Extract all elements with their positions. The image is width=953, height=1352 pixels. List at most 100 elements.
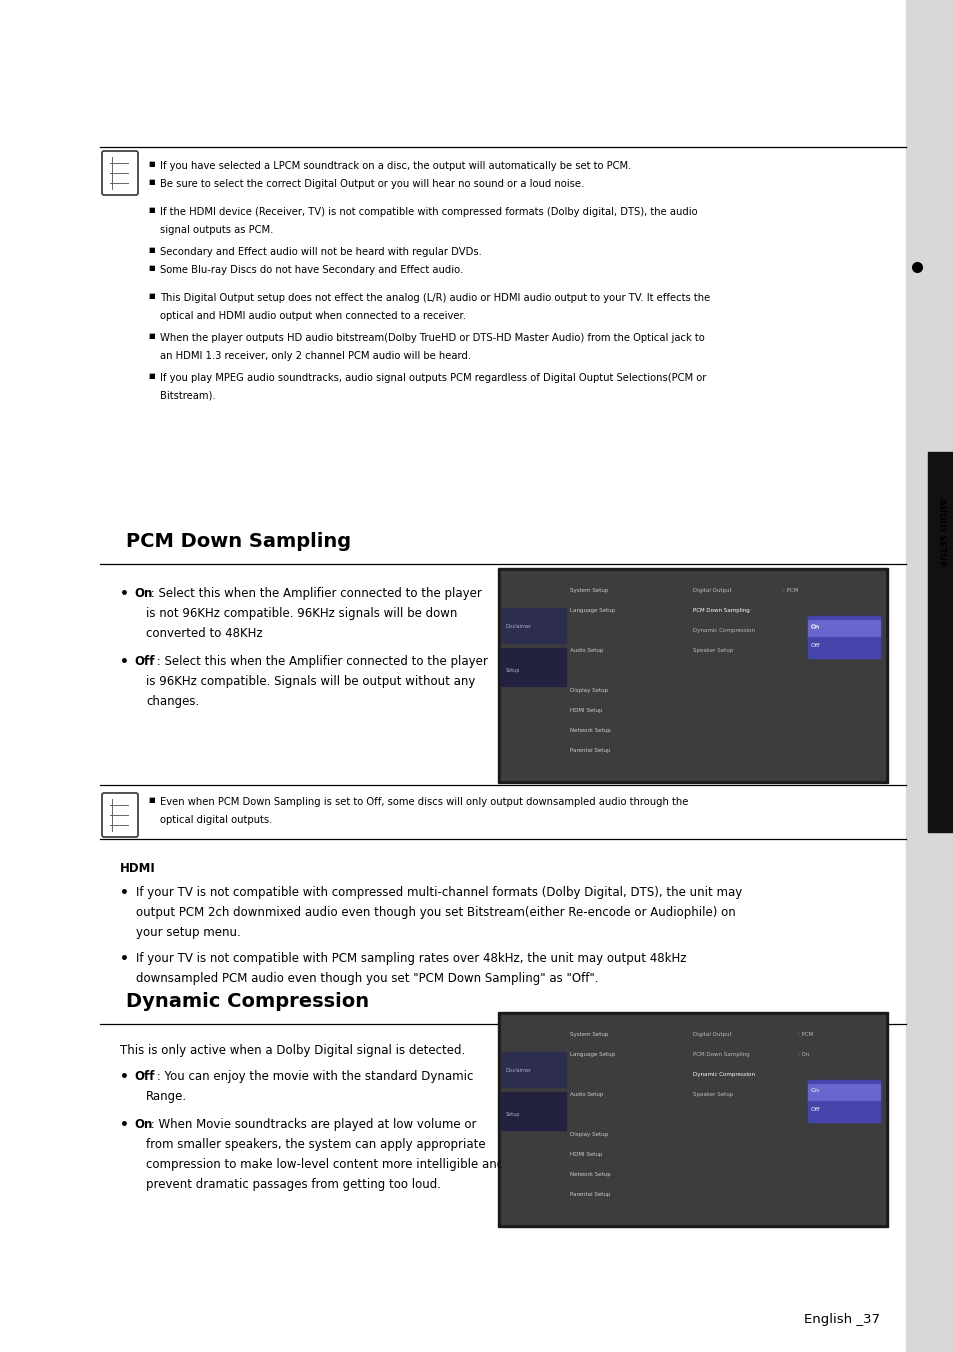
Text: Off: Off [810,1107,820,1111]
Text: Digital Output: Digital Output [692,588,731,594]
Bar [905,0,953,1352]
Text: Bitstream).: Bitstream). [160,391,215,402]
Text: is 96KHz compatible. Signals will be output without any: is 96KHz compatible. Signals will be out… [146,675,475,688]
Text: Be sure to select the correct Digital Output or you will hear no sound or a loud: Be sure to select the correct Digital Ou… [160,178,583,189]
Bar [807,1080,879,1122]
Text: If you play MPEG audio soundtracks, audio signal outputs PCM regardless of Digit: If you play MPEG audio soundtracks, audi… [160,373,705,383]
Text: : PCM: : PCM [782,588,798,594]
Text: your setup menu.: your setup menu. [136,926,240,940]
Text: Display Setup: Display Setup [569,1132,607,1137]
Bar [500,1092,565,1130]
Text: PCM Down Sampling: PCM Down Sampling [126,531,351,552]
Text: Off: Off [133,1069,154,1083]
Bar [500,648,565,685]
Text: This is only active when a Dolby Digital signal is detected.: This is only active when a Dolby Digital… [120,1044,465,1057]
Text: Speaker Setup: Speaker Setup [692,648,733,653]
Bar [500,608,565,644]
Text: ■: ■ [148,207,154,214]
Text: Off: Off [810,644,820,648]
Text: ■: ■ [148,293,154,299]
Text: Language Setup: Language Setup [569,608,615,612]
Text: If you have selected a LPCM soundtrack on a disc, the output will automatically : If you have selected a LPCM soundtrack o… [160,161,631,170]
Text: optical digital outputs.: optical digital outputs. [160,815,273,825]
Text: Network Setup: Network Setup [569,1172,610,1178]
Text: Digital Output: Digital Output [692,1032,731,1037]
Text: converted to 48KHz: converted to 48KHz [146,627,262,639]
Text: Parental Setup: Parental Setup [569,748,610,753]
Text: •: • [120,1069,129,1084]
Text: PCM Down Sampling: PCM Down Sampling [692,1052,749,1057]
Text: •: • [120,886,129,900]
Bar [500,1052,565,1087]
Text: Some Blu-ray Discs do not have Secondary and Effect audio.: Some Blu-ray Discs do not have Secondary… [160,265,463,274]
Text: HDMI: HDMI [120,863,155,875]
Text: AUDIO SETUP: AUDIO SETUP [937,498,945,566]
Bar [497,568,887,783]
FancyBboxPatch shape [102,151,138,195]
Text: changes.: changes. [146,695,199,708]
Text: If your TV is not compatible with compressed multi-channel formats (Dolby Digita: If your TV is not compatible with compre… [136,886,741,899]
Bar [807,621,879,635]
Text: Range.: Range. [146,1090,187,1103]
Text: Setup: Setup [505,668,519,673]
Text: Dynamic Compression: Dynamic Compression [126,992,369,1011]
Text: •: • [120,1118,129,1132]
Text: If the HDMI device (Receiver, TV) is not compatible with compressed formats (Dol: If the HDMI device (Receiver, TV) is not… [160,207,697,218]
Text: •: • [120,952,129,965]
Text: Network Setup: Network Setup [569,727,610,733]
Text: •: • [120,587,129,602]
Text: ■: ■ [148,178,154,185]
Text: Secondary and Effect audio will not be heard with regular DVDs.: Secondary and Effect audio will not be h… [160,247,481,257]
Text: : On: : On [797,1052,808,1057]
Bar [807,617,879,658]
Text: from smaller speakers, the system can apply appropriate: from smaller speakers, the system can ap… [146,1138,485,1151]
Text: System Setup: System Setup [569,588,608,594]
Text: Dynamic Compression: Dynamic Compression [692,627,754,633]
Text: : PCM: : PCM [797,1032,812,1037]
Bar [500,571,884,780]
Bar [927,452,953,831]
Text: When the player outputs HD audio bitstream(Dolby TrueHD or DTS-HD Master Audio) : When the player outputs HD audio bitstre… [160,333,704,343]
Text: an HDMI 1.3 receiver, only 2 channel PCM audio will be heard.: an HDMI 1.3 receiver, only 2 channel PCM… [160,352,471,361]
Text: output PCM 2ch downmixed audio even though you set Bitstream(either Re-encode or: output PCM 2ch downmixed audio even thou… [136,906,735,919]
Text: On: On [810,625,820,629]
Text: This Digital Output setup does not effect the analog (L/R) audio or HDMI audio o: This Digital Output setup does not effec… [160,293,709,303]
Text: downsampled PCM audio even though you set "PCM Down Sampling" as "Off".: downsampled PCM audio even though you se… [136,972,598,986]
Text: ■: ■ [148,373,154,379]
Bar [497,1013,887,1228]
Text: On: On [133,587,152,600]
Text: Disclaimer: Disclaimer [505,1068,532,1073]
Text: ■: ■ [148,247,154,253]
Text: PCM Down Sampling: PCM Down Sampling [692,608,749,612]
Text: Off: Off [133,654,154,668]
Text: Audio Setup: Audio Setup [569,1092,602,1096]
Text: compression to make low-level content more intelligible and: compression to make low-level content mo… [146,1159,504,1171]
Text: Display Setup: Display Setup [569,688,607,694]
Text: Language Setup: Language Setup [569,1052,615,1057]
Text: signal outputs as PCM.: signal outputs as PCM. [160,224,274,235]
Text: : When Movie soundtracks are played at low volume or: : When Movie soundtracks are played at l… [147,1118,476,1132]
Text: ■: ■ [148,161,154,168]
Text: Speaker Setup: Speaker Setup [692,1092,733,1096]
Text: On: On [810,1088,820,1092]
Text: : Select this when the Amplifier connected to the player: : Select this when the Amplifier connect… [147,587,481,600]
Text: System Setup: System Setup [569,1032,608,1037]
Text: If your TV is not compatible with PCM sampling rates over 48kHz, the unit may ou: If your TV is not compatible with PCM sa… [136,952,686,965]
FancyBboxPatch shape [102,794,138,837]
Text: Parental Setup: Parental Setup [569,1192,610,1197]
Text: HDMI Setup: HDMI Setup [569,708,601,713]
Text: Audio Setup: Audio Setup [569,648,602,653]
Text: ■: ■ [148,333,154,339]
Text: Even when PCM Down Sampling is set to Off, some discs will only output downsampl: Even when PCM Down Sampling is set to Of… [160,796,688,807]
Bar [500,1015,884,1224]
Text: On: On [133,1118,152,1132]
Text: Setup: Setup [505,1111,519,1117]
Text: ■: ■ [148,265,154,270]
Text: : Select this when the Amplifier connected to the player: : Select this when the Amplifier connect… [153,654,488,668]
Text: •: • [120,654,129,669]
Text: Disclaimer: Disclaimer [505,625,532,629]
Text: HDMI Setup: HDMI Setup [569,1152,601,1157]
Text: prevent dramatic passages from getting too loud.: prevent dramatic passages from getting t… [146,1178,440,1191]
Text: Dynamic Compression: Dynamic Compression [692,1072,754,1078]
Text: On: On [810,625,820,630]
